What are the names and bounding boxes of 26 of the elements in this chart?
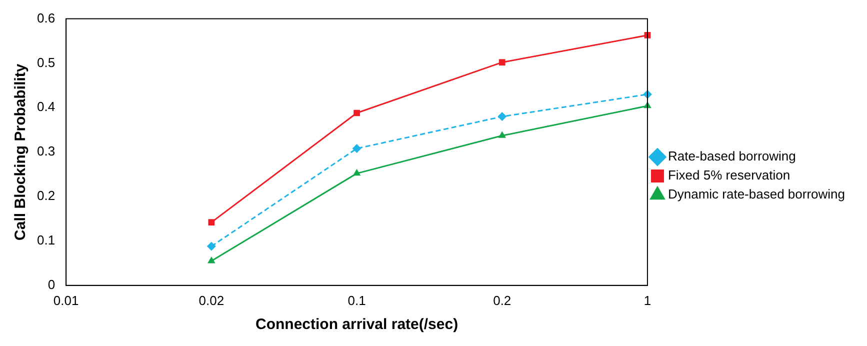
x-tick-label: 0.2 (493, 292, 512, 308)
y-axis-title: Call Blocking Probability (12, 63, 30, 240)
legend-label: Dynamic rate-based borrowing (668, 186, 846, 202)
y-tick-label: 0.2 (36, 188, 56, 204)
x-tick-label: 1 (644, 292, 652, 308)
y-tick-label: 0.1 (36, 232, 56, 248)
y-tick-label: 0.4 (36, 99, 56, 114)
point (208, 219, 215, 226)
point (352, 168, 361, 176)
point (208, 256, 216, 264)
y-tick-label: 0.6 (36, 10, 56, 26)
legend-label: Rate-based borrowing (668, 148, 796, 164)
point (498, 131, 506, 138)
point (354, 110, 360, 116)
x-tick-label: 0.1 (348, 292, 366, 308)
y-tick-label: 0.3 (36, 144, 56, 159)
legend-label: Fixed 5% reservation (668, 168, 790, 183)
y-tick-label: 0.5 (36, 54, 56, 70)
x-tick-label: 0.01 (53, 292, 79, 308)
x-tick-label: 0.02 (198, 292, 224, 308)
x-axis-title: Connection arrival rate(/sec) (255, 316, 458, 334)
point (498, 59, 506, 66)
point (352, 144, 362, 154)
y-tick-label: 0 (48, 276, 56, 292)
point (206, 242, 216, 251)
point (498, 112, 507, 122)
